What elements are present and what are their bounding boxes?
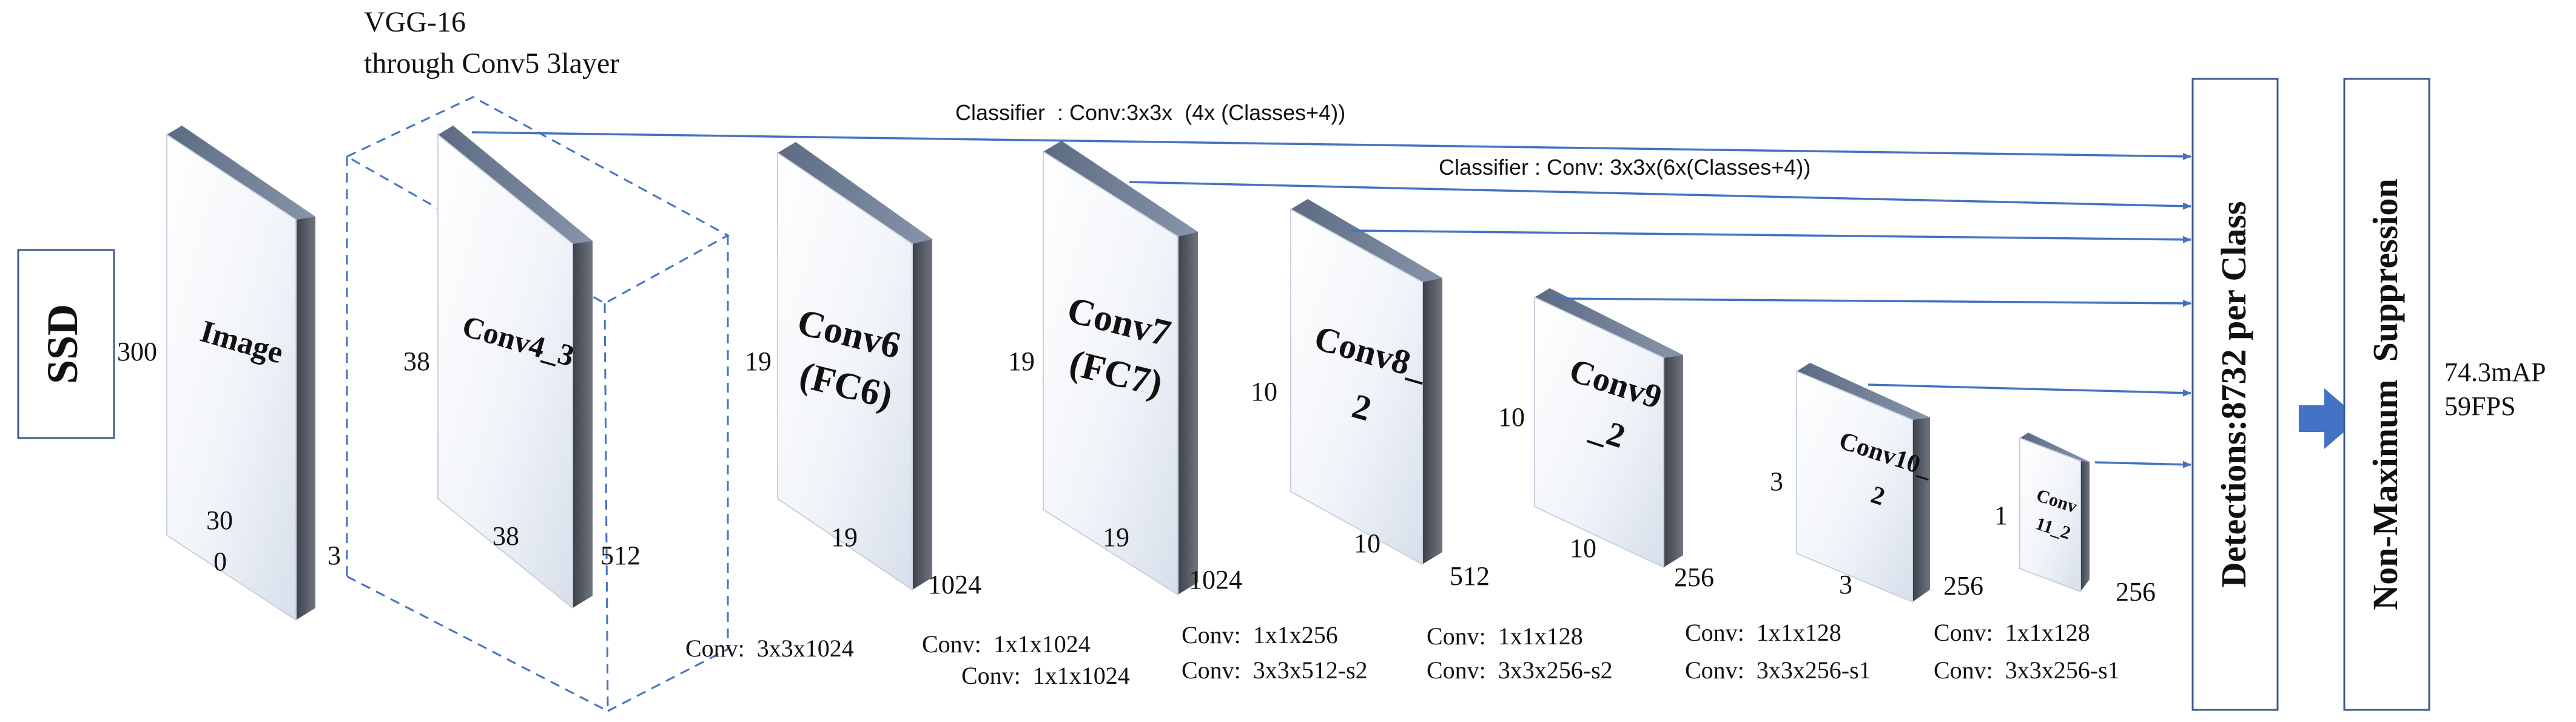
arrow-conv7 xyxy=(1129,181,2191,210)
conv-op-3-line1: Conv: 1x1x256 xyxy=(1182,621,1338,649)
conv6-top-face xyxy=(778,142,932,244)
conv-op-5-line1: Conv: 1x1x128 xyxy=(1685,619,1841,646)
conv8-2-size-bottom: 10 xyxy=(1354,528,1380,558)
conv7-size-bottom: 19 xyxy=(1103,522,1129,552)
conv10-2-block xyxy=(1796,363,1930,603)
conv8-2-side-face xyxy=(1422,278,1442,564)
conv4-3-size-left: 38 xyxy=(403,346,430,376)
conv6-block xyxy=(777,142,932,591)
conv-op-6-line1: Conv: 1x1x128 xyxy=(1934,619,2090,646)
conv4-3-top-face xyxy=(438,126,593,244)
conv-op-6-line2: Conv: 3x3x256-s1 xyxy=(1934,656,2120,684)
conv-op-5-line2: Conv: 3x3x256-s1 xyxy=(1685,656,1871,684)
conv10-2-side-face xyxy=(1912,417,1930,602)
detection-arrows xyxy=(471,131,2191,468)
image-depth: 3 xyxy=(328,541,341,570)
conv4-3-front-face xyxy=(437,133,573,610)
image-size-left: 300 xyxy=(117,337,157,366)
arrow-conv8-2 xyxy=(1351,229,2191,243)
conv7-front-face xyxy=(1043,150,1179,596)
conv9-2-size-left: 10 xyxy=(1498,402,1525,432)
conv6-depth: 1024 xyxy=(928,570,981,599)
conv11-2-size-left: 1 xyxy=(1994,501,2008,530)
conv7-block xyxy=(1043,141,1198,596)
classifier-top-label: Classifier : Conv:3x3x (4x (Classes+4)) xyxy=(955,100,1345,125)
conv-op-2-line1: Conv: 1x1x1024 xyxy=(922,630,1091,658)
conv8-2-front-face xyxy=(1290,208,1423,565)
conv10-2-size-left: 3 xyxy=(1770,467,1783,496)
conv11-2-block xyxy=(2019,433,2090,593)
result-map: 74.3mAP xyxy=(2444,357,2546,387)
nms-arrow xyxy=(2299,388,2359,449)
image-size-bottom-2: 0 xyxy=(214,547,227,576)
image-block xyxy=(166,126,315,621)
conv10-2-depth: 256 xyxy=(1943,571,1983,601)
image-top-face xyxy=(167,126,315,220)
arrow-conv10-2 xyxy=(1868,383,2191,397)
conv-op-4-line1: Conv: 1x1x128 xyxy=(1427,622,1583,650)
conv-op-2-line2: Conv: 1x1x1024 xyxy=(961,662,1130,689)
conv11-2-side-face xyxy=(2080,461,2090,592)
conv-op-3-line2: Conv: 3x3x512-s2 xyxy=(1182,656,1368,684)
detections-box: Detections:8732 per Class xyxy=(2191,78,2279,711)
conv-op-4-line2: Conv: 3x3x256-s2 xyxy=(1427,656,1613,684)
arrow-conv9-2 xyxy=(1552,297,2191,307)
nms-label: Non-Maximum Suppression xyxy=(2366,178,2405,610)
nms-box: Non-Maximum Suppression xyxy=(2343,78,2430,711)
conv10-2-size-bottom: 3 xyxy=(1839,570,1852,599)
conv8-2-depth: 512 xyxy=(1450,561,1490,591)
conv6-side-face xyxy=(912,239,932,590)
conv6-size-bottom: 19 xyxy=(831,522,858,552)
arrow-conv4-3 xyxy=(471,131,2191,160)
conv9-2-block xyxy=(1534,288,1683,568)
conv6-front-face xyxy=(777,152,913,591)
conv-op-1-line1: Conv: 3x3x1024 xyxy=(685,635,854,662)
conv7-top-face xyxy=(1043,141,1198,237)
conv4-3-size-bottom: 38 xyxy=(493,521,519,551)
conv9-2-size-bottom: 10 xyxy=(1570,533,1596,563)
image-side-face xyxy=(296,217,315,620)
image-size-bottom-1: 30 xyxy=(206,505,233,535)
vgg-subtitle: through Conv5 3layer xyxy=(364,47,619,79)
conv8-2-block xyxy=(1290,199,1442,565)
conv4-3-depth: 512 xyxy=(600,541,641,570)
ssd-box: SSD xyxy=(17,249,115,439)
conv10-2-top-face xyxy=(1797,363,1930,420)
conv11-2-depth: 256 xyxy=(2116,577,2156,607)
conv9-2-depth: 256 xyxy=(1674,562,1714,592)
conv8-2-size-left: 10 xyxy=(1251,377,1277,407)
detections-label: Detections:8732 per Class xyxy=(2214,201,2253,588)
conv8-2-top-face xyxy=(1291,199,1442,282)
classifier-mid-label: Classifier : Conv: 3x3x(6x(Classes+4)) xyxy=(1439,155,1811,180)
conv9-2-front-face xyxy=(1534,296,1664,568)
conv11-2-front-face xyxy=(2019,437,2081,593)
conv9-2-side-face xyxy=(1664,355,1683,567)
image-front-face xyxy=(166,133,297,621)
conv4-3-side-face xyxy=(573,241,593,608)
vgg-title: VGG-16 xyxy=(364,6,466,38)
conv-op-labels: Conv: 3x3x1024 Conv: 1x1x1024 Conv: 1x1x… xyxy=(685,619,2120,689)
layer-blocks xyxy=(166,126,2090,621)
conv9-2-top-face xyxy=(1535,288,1683,358)
result-fps: 59FPS xyxy=(2444,391,2515,421)
conv10-2-front-face xyxy=(1796,370,1913,603)
conv6-size-left: 19 xyxy=(745,346,772,376)
dimension-labels: 300 30 0 3 38 38 512 19 19 1024 19 19 10… xyxy=(117,337,2156,607)
conv7-depth: 1024 xyxy=(1189,565,1242,595)
conv7-side-face xyxy=(1178,232,1198,595)
conv4-3-block xyxy=(437,126,593,610)
vgg-bounding-box xyxy=(345,96,730,712)
conv7-size-left: 19 xyxy=(1008,346,1035,376)
conv11-2-top-face xyxy=(2020,433,2090,462)
ssd-label: SSD xyxy=(38,304,87,384)
arrow-conv11-2 xyxy=(2094,461,2191,468)
